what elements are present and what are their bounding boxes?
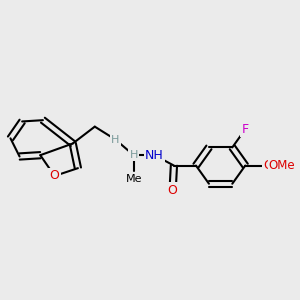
Text: O: O <box>50 169 59 182</box>
Text: Me: Me <box>125 173 142 184</box>
Text: O: O <box>168 184 178 197</box>
Text: OMe: OMe <box>268 159 295 172</box>
Text: H: H <box>130 150 138 160</box>
Text: O: O <box>264 159 274 172</box>
Text: F: F <box>242 123 249 136</box>
Text: NH: NH <box>145 149 164 162</box>
Text: H: H <box>111 135 120 145</box>
